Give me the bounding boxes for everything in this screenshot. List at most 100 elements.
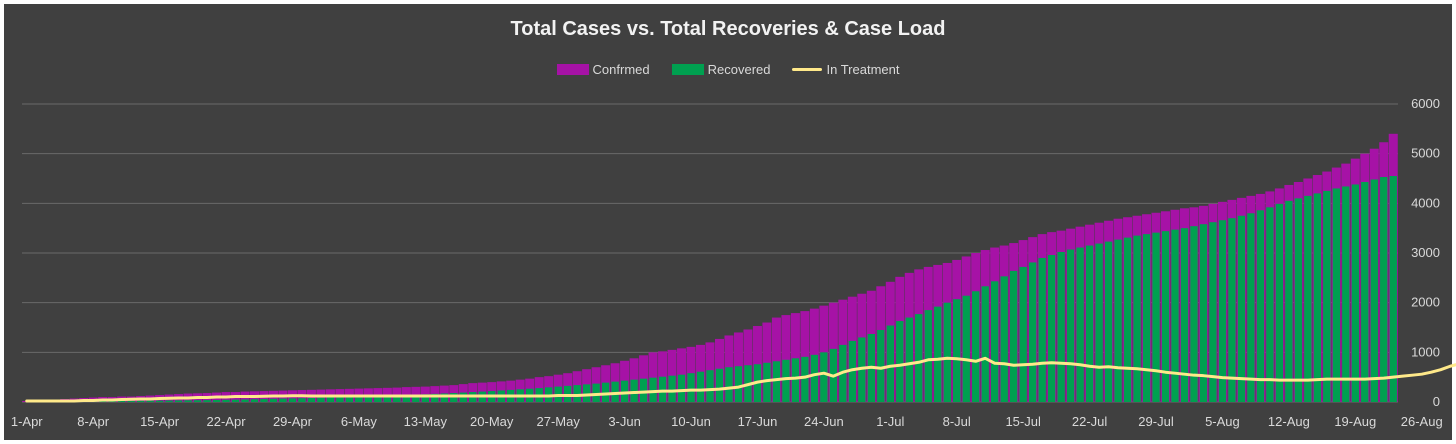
bar-recovered [1266,207,1274,402]
x-tick-label: 29-Apr [273,414,313,429]
bar-recovered [715,368,724,402]
bar-recovered [943,302,951,402]
bar-recovered [279,398,287,402]
x-tick-label: 15-Apr [140,414,180,429]
bar-recovered [1057,252,1065,402]
bar-recovered [706,370,714,402]
bar-recovered [962,295,970,402]
bar-recovered [203,400,211,402]
bar-recovered [848,340,857,402]
bar-recovered [696,371,705,402]
bar-recovered [98,401,107,402]
legend-swatch-in-treatment [792,68,823,71]
x-tick-label: 3-Jun [608,414,641,429]
bar-confirmed [762,322,772,402]
bar-recovered [1218,220,1227,402]
x-tick-label: 22-Jul [1072,414,1108,429]
bar-recovered [782,359,790,402]
bar-recovered [1123,237,1132,402]
bar-recovered [924,310,932,402]
bar-recovered [896,321,904,402]
y-tick-label: 1000 [1411,344,1440,359]
bar-recovered [772,361,781,402]
x-tick-label: 27-May [536,414,580,429]
chart-legend: Confrmed Recovered In Treatment [0,62,1456,77]
bar-recovered [212,400,221,402]
bar-recovered [1019,266,1027,402]
bar-recovered [1009,270,1018,402]
bar-recovered [412,394,420,402]
bar-recovered [734,366,743,402]
bar-recovered [307,398,316,402]
bar-recovered [1095,243,1103,402]
x-tick-label: 26-Aug [1401,414,1443,429]
legend-item-in-treatment: In Treatment [792,62,899,77]
bar-recovered [563,385,572,402]
legend-label-recovered: Recovered [707,62,771,77]
bar-recovered [174,400,183,402]
bar-recovered [241,399,249,402]
bar-recovered [1161,231,1170,402]
bar-recovered [1294,198,1303,402]
bar-recovered [1209,222,1217,402]
bar-recovered [687,373,695,402]
y-tick-label: 3000 [1411,245,1440,260]
bar-recovered [611,381,619,402]
bar-recovered [1285,200,1293,402]
bar-recovered [1104,241,1113,402]
bar-recovered [117,401,126,402]
bar-recovered [184,400,192,402]
bar-recovered [1389,176,1397,402]
x-tick-label: 5-Aug [1205,414,1240,429]
bar-confirmed [658,351,668,402]
bar-recovered [108,401,116,402]
bar-recovered [620,380,629,402]
x-tick-label: 17-Jun [738,414,778,429]
bar-recovered [1275,203,1284,402]
legend-label-in-treatment: In Treatment [826,62,900,77]
bar-recovered [1304,195,1312,402]
bar-recovered [592,383,600,402]
bar-recovered [1066,249,1075,402]
bar-recovered [886,325,895,402]
x-tick-label: 24-Jun [804,414,844,429]
bar-recovered [877,329,885,402]
bar-recovered [165,400,173,402]
x-tick-label: 12-Aug [1268,414,1310,429]
bar-recovered [288,398,297,402]
bar-recovered [155,400,164,402]
y-tick-label: 5000 [1411,146,1440,161]
y-tick-label: 0 [1433,394,1440,409]
legend-item-confirmed: Confrmed [556,62,650,77]
bar-recovered [763,362,771,402]
bar-recovered [1256,210,1265,402]
x-tick-label: 19-Aug [1334,414,1376,429]
bar-recovered [601,382,610,402]
bar-confirmed [648,352,658,402]
bar-recovered [231,399,240,402]
bar-recovered [374,395,382,402]
bar-recovered [639,378,648,402]
bar-recovered [934,306,942,402]
y-tick-label: 6000 [1411,96,1440,111]
bar-recovered [649,377,657,402]
bar-recovered [136,400,145,402]
x-tick-label: 10-Jun [671,414,711,429]
x-tick-label: 8-Apr [77,414,109,429]
x-tick-label: 29-Jul [1138,414,1174,429]
chart-title: Total Cases vs. Total Recoveries & Case … [510,18,946,40]
bar-recovered [677,374,686,402]
legend-label-confirmed: Confrmed [592,62,650,77]
bar-recovered [326,397,335,402]
bar-confirmed [752,326,762,402]
x-tick-label: 1-Apr [11,414,43,429]
bar-recovered [250,399,259,402]
bar-recovered [915,314,923,402]
bar-recovered [336,397,344,402]
line-in-treatment [25,356,1456,403]
bar-confirmed [411,386,421,402]
bar-recovered [269,398,278,402]
bar-recovered [1028,262,1037,402]
bar-recovered [127,400,135,402]
